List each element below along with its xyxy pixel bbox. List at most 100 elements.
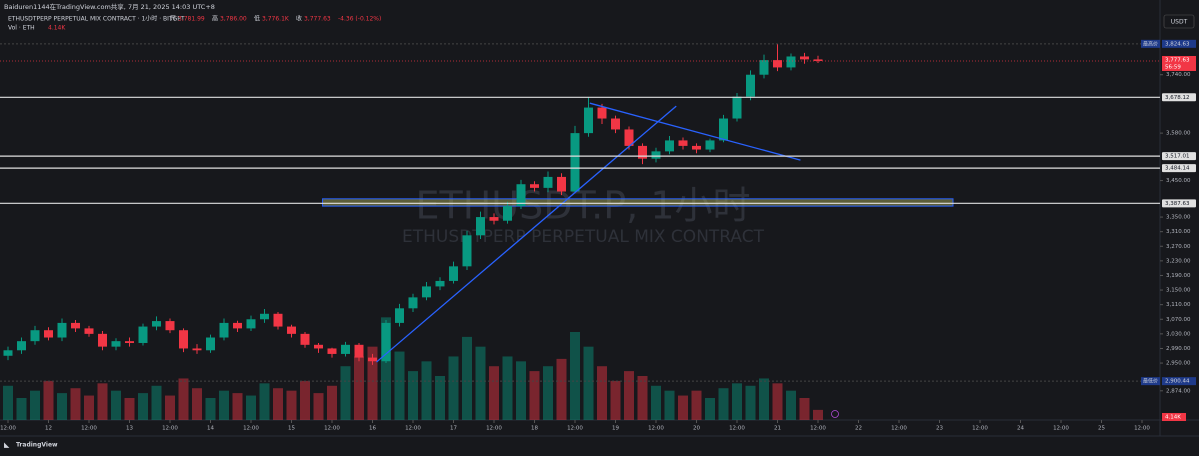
x-tick-label: 20 [693, 426, 700, 432]
watermark-title: ETHUSDT.P, 1小时 [415, 184, 750, 228]
candle-body [138, 326, 148, 343]
candle-body [381, 322, 391, 362]
volume-bar [43, 380, 54, 420]
x-tick-label: 14 [207, 426, 214, 432]
volume-bar [205, 398, 216, 420]
volume-bar [516, 361, 526, 420]
level-label: 3,387.63 [1165, 201, 1190, 207]
level-label-box [1162, 152, 1196, 161]
volume-bar [799, 398, 810, 420]
y-tick-label: 3,270.00 [1166, 244, 1191, 250]
volume-bar [583, 346, 594, 420]
candle-body [773, 60, 782, 68]
x-tick-label: 25 [1098, 426, 1105, 432]
x-tick-label: 12:00 [81, 426, 97, 432]
x-tick-label: 12:00 [567, 426, 583, 432]
candle-body [516, 184, 526, 207]
candle-body [219, 322, 229, 338]
volume-bar [813, 409, 823, 420]
y-tick-label: 2,950.00 [1166, 361, 1191, 367]
candle-body [57, 322, 67, 338]
share-note: Baiduren1144在TradingView.com共享, 7月 21, 2… [4, 2, 215, 11]
volume-bar [16, 398, 27, 420]
level-label: 3,484.14 [1165, 166, 1190, 172]
candle-body [530, 184, 539, 188]
y-tick-label: 2,990.00 [1166, 346, 1191, 352]
candle-body [570, 133, 580, 192]
candle-body [327, 348, 337, 354]
volume-bar [759, 378, 769, 420]
volume-bar [610, 380, 621, 420]
candle-body [584, 107, 593, 134]
x-tick-label: 12:00 [324, 426, 340, 432]
volume-bar [732, 383, 742, 420]
candle-body [179, 330, 188, 349]
volume-bar [475, 346, 486, 420]
volume-bar [745, 385, 756, 420]
trendline [589, 102, 801, 161]
volume-bar [273, 388, 283, 420]
x-tick-label: 12:00 [810, 426, 826, 432]
volume-bar [259, 383, 270, 420]
candle-body [71, 322, 80, 329]
ohlc-key: 低 [254, 15, 260, 23]
candle-body [125, 341, 134, 343]
volume-bar [651, 385, 661, 420]
volume-bar [624, 371, 634, 420]
volume-bar [232, 393, 243, 420]
volume-bar [529, 371, 540, 420]
volume-bar [664, 390, 675, 420]
candle-body [111, 341, 121, 347]
volume-bar [354, 356, 364, 420]
x-tick-label: 12:00 [1053, 426, 1069, 432]
candle-body [314, 344, 323, 349]
mark-label: 2,900.44 [1165, 379, 1190, 385]
candle-body [435, 280, 445, 287]
y-tick-label: 3,110.00 [1166, 302, 1191, 308]
candle-body [800, 56, 809, 60]
level-label: 3,678.12 [1165, 95, 1190, 101]
currency[interactable]: USDT [1171, 19, 1188, 26]
candle-body [300, 333, 310, 345]
x-tick-label: 24 [1017, 426, 1024, 432]
volume-bar [111, 390, 121, 420]
volume-bar [786, 390, 796, 420]
ohlc-value: 3,777.63 [304, 16, 331, 23]
y-tick-label: 3,580.00 [1166, 131, 1191, 137]
volume-bar [300, 380, 310, 420]
candle-body [705, 140, 715, 150]
vol-label: Vol · ETH [8, 25, 35, 32]
candle-body [422, 286, 431, 298]
volume-bar [340, 366, 351, 420]
volume-bar [367, 346, 378, 420]
vol-box [1162, 413, 1186, 421]
volume-bar [678, 395, 688, 420]
candle-body [462, 235, 472, 267]
last-price-box [1162, 55, 1196, 71]
candle-body [746, 74, 755, 97]
x-tick-label: 12:00 [486, 426, 502, 432]
y-tick-label: 2,874.00 [1166, 388, 1191, 394]
candle-body [3, 350, 13, 356]
x-tick-label: 12:00 [405, 426, 421, 432]
candle-body [759, 60, 769, 75]
currency-box[interactable] [1163, 14, 1195, 29]
candle-body [408, 297, 418, 309]
y-tick-label: 3,310.00 [1166, 229, 1191, 235]
candle-body [597, 107, 607, 119]
volume-bar [70, 388, 81, 420]
x-tick-label: 12:00 [891, 426, 907, 432]
volume-bar [138, 393, 148, 420]
candle-body [30, 330, 40, 342]
volume-bar [408, 371, 418, 420]
volume-bar [3, 385, 13, 420]
candle-body [341, 344, 350, 354]
volume-bar [543, 366, 553, 420]
ohlc-key: 开 [170, 16, 176, 23]
x-tick-label: 22 [855, 426, 862, 432]
volume-bar [97, 383, 108, 420]
candle-body [624, 129, 634, 146]
candle-body [732, 96, 742, 119]
last-price: 3,777.63 [1165, 57, 1190, 63]
